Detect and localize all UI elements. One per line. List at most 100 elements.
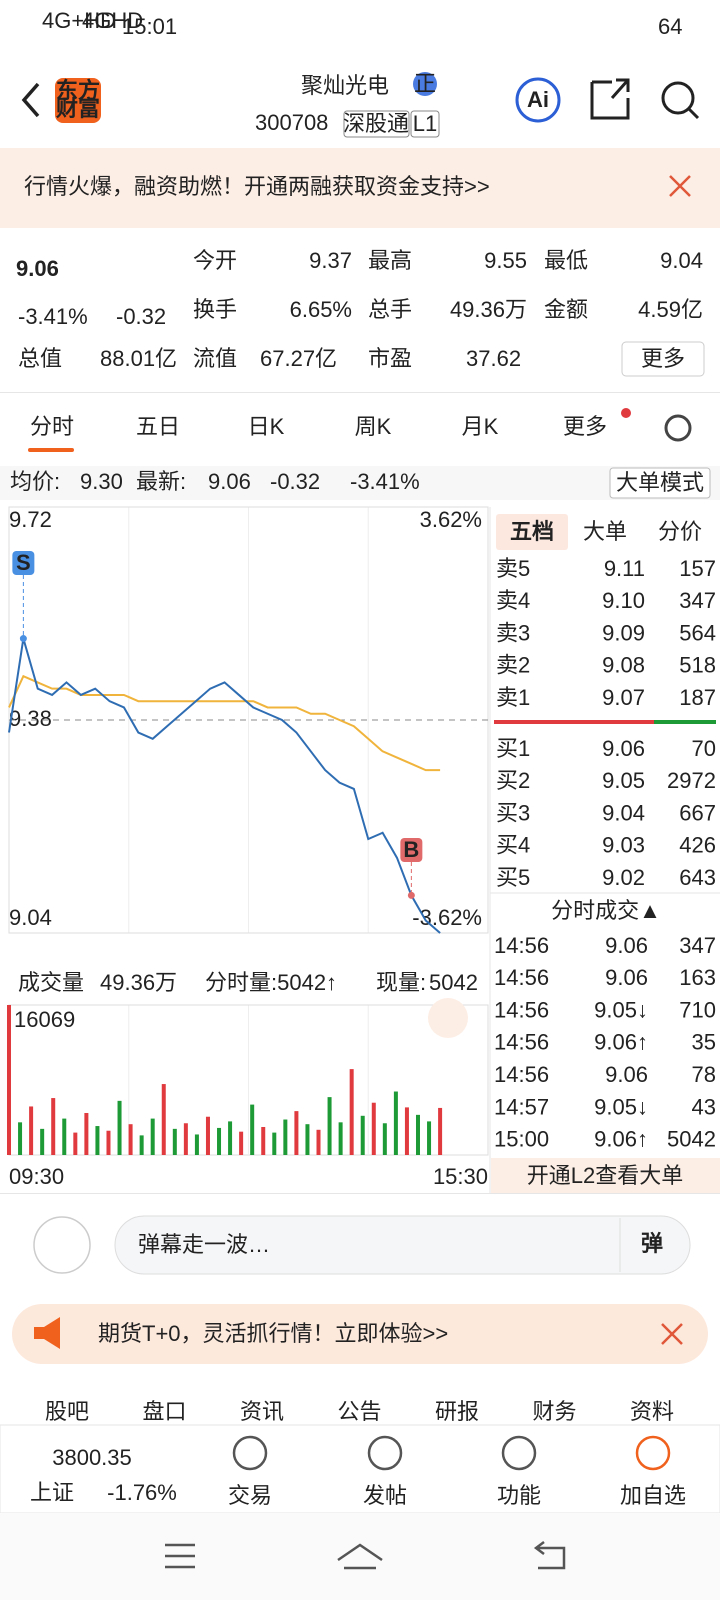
tab[interactable]: 五日 — [136, 414, 180, 439]
marker-label: B — [403, 837, 419, 862]
stock-code: 300708 — [255, 110, 328, 135]
logo-text: 东方 — [56, 78, 100, 103]
volume-bar — [29, 1106, 34, 1155]
info-bg — [0, 466, 720, 500]
trade-volume: 35 — [692, 1030, 716, 1055]
market-box — [343, 110, 410, 138]
level-box — [410, 110, 440, 138]
expand-icon — [428, 998, 468, 1038]
trade-price: 9.06↑ — [594, 1127, 648, 1152]
back-key[interactable] — [533, 1541, 566, 1570]
book-tab-bg — [496, 514, 568, 550]
comment-input[interactable] — [114, 1215, 691, 1275]
share-icon[interactable] — [590, 78, 630, 120]
volume-bar — [305, 1124, 310, 1155]
close-icon[interactable] — [669, 175, 691, 197]
divider — [0, 1193, 720, 1194]
volume-bar — [382, 1123, 387, 1155]
y-tick-label: 9.72 — [9, 507, 52, 532]
book-price: 9.06 — [602, 736, 645, 761]
trades-title: 分时成交▲ — [551, 898, 661, 923]
trade-price: 9.05↓ — [594, 997, 648, 1022]
volume-total: 49.36万 — [100, 970, 177, 995]
pct-top: 3.62% — [420, 507, 482, 532]
logo — [55, 78, 101, 123]
book-price: 9.10 — [602, 588, 645, 613]
menu-key[interactable] — [165, 1543, 195, 1569]
volume-bar — [139, 1135, 144, 1155]
x-tick-label: 09:30 — [9, 1164, 64, 1189]
index-value: 3800.35 — [52, 1445, 132, 1470]
mode-button[interactable]: 大单模式 — [616, 470, 704, 495]
field-label: 总手 — [368, 297, 412, 322]
nav-item[interactable]: 发帖 — [363, 1483, 407, 1508]
volume-bar — [393, 1091, 398, 1155]
field-value: 88.01亿 — [100, 346, 177, 371]
volume-bar — [51, 1098, 56, 1155]
tab[interactable]: 分时 — [30, 414, 74, 439]
trade-time: 14:57 — [494, 1094, 549, 1119]
book-tab: 五档 — [510, 519, 554, 544]
tab[interactable]: 月K — [462, 414, 499, 439]
volume-bar — [349, 1069, 354, 1155]
volume-bar — [338, 1122, 343, 1155]
settings-icon[interactable] — [664, 414, 692, 442]
tab[interactable]: 周K — [355, 414, 392, 439]
danmu-button: 弹 — [641, 1231, 663, 1256]
volume-bar — [194, 1134, 199, 1155]
nav-item[interactable]: 交易 — [228, 1483, 272, 1508]
bottom-tab: 研报 — [435, 1399, 479, 1424]
ai-label: Ai — [527, 87, 549, 112]
banner-bg — [0, 148, 720, 228]
l2-bg — [491, 1158, 720, 1193]
trade-time: 15:00 — [494, 1127, 549, 1152]
volume-bar — [7, 1005, 11, 1155]
home-key[interactable] — [337, 1543, 383, 1570]
field-value: 4.59亿 — [638, 297, 703, 322]
network: 4GHD — [82, 8, 143, 33]
ai-icon[interactable] — [515, 77, 561, 123]
field-value: 6.65% — [290, 297, 352, 322]
book-label: 买4 — [496, 833, 530, 858]
book-label: 卖5 — [496, 556, 530, 581]
tab[interactable]: 日K — [248, 414, 285, 439]
avg: 9.30 — [80, 469, 123, 494]
stock-name: 聚灿光电 — [301, 73, 389, 98]
marker-dot — [407, 891, 415, 899]
tab[interactable]: 更多 — [563, 414, 607, 439]
field-value: 9.04 — [660, 248, 703, 273]
field-label: 最低 — [544, 248, 588, 273]
marker-label: S — [16, 550, 31, 575]
book-volume: 157 — [679, 556, 716, 581]
book-volume: 347 — [679, 588, 716, 613]
comment-placeholder: 弹幕走一波… — [138, 1232, 270, 1257]
badge-bg — [413, 72, 437, 96]
ask-bid-bar — [494, 720, 654, 724]
nav-icon — [635, 1435, 671, 1471]
search-icon[interactable] — [661, 81, 695, 115]
field-value: 37.62 — [466, 346, 521, 371]
trade-volume: 43 — [692, 1094, 716, 1119]
x-tick-label: 15:30 — [433, 1164, 488, 1189]
trade-price: 9.06 — [605, 933, 648, 958]
current-label: 现量: — [376, 970, 426, 995]
index-name: 上证 — [30, 1480, 74, 1505]
trade-time: 14:56 — [494, 933, 549, 958]
field-label: 流值 — [193, 346, 237, 371]
back-icon[interactable] — [21, 82, 40, 118]
volume-bar — [217, 1127, 222, 1155]
ad-close[interactable] — [661, 1323, 683, 1345]
book-label: 买3 — [496, 800, 530, 825]
nav-item[interactable]: 加自选 — [620, 1483, 686, 1508]
book-label: 卖3 — [496, 620, 530, 645]
comment-icon[interactable] — [33, 1216, 91, 1274]
field-label: 今开 — [193, 248, 237, 273]
volume-bar — [18, 1122, 23, 1155]
badge: 正 — [414, 71, 436, 96]
last: 9.06 — [208, 469, 251, 494]
trade-price: 9.06 — [605, 1062, 648, 1087]
trade-volume: 347 — [679, 933, 716, 958]
nav-item[interactable]: 功能 — [497, 1483, 541, 1508]
l2-promo[interactable]: 开通L2查看大单 — [527, 1163, 683, 1188]
volume-bar — [95, 1126, 100, 1155]
